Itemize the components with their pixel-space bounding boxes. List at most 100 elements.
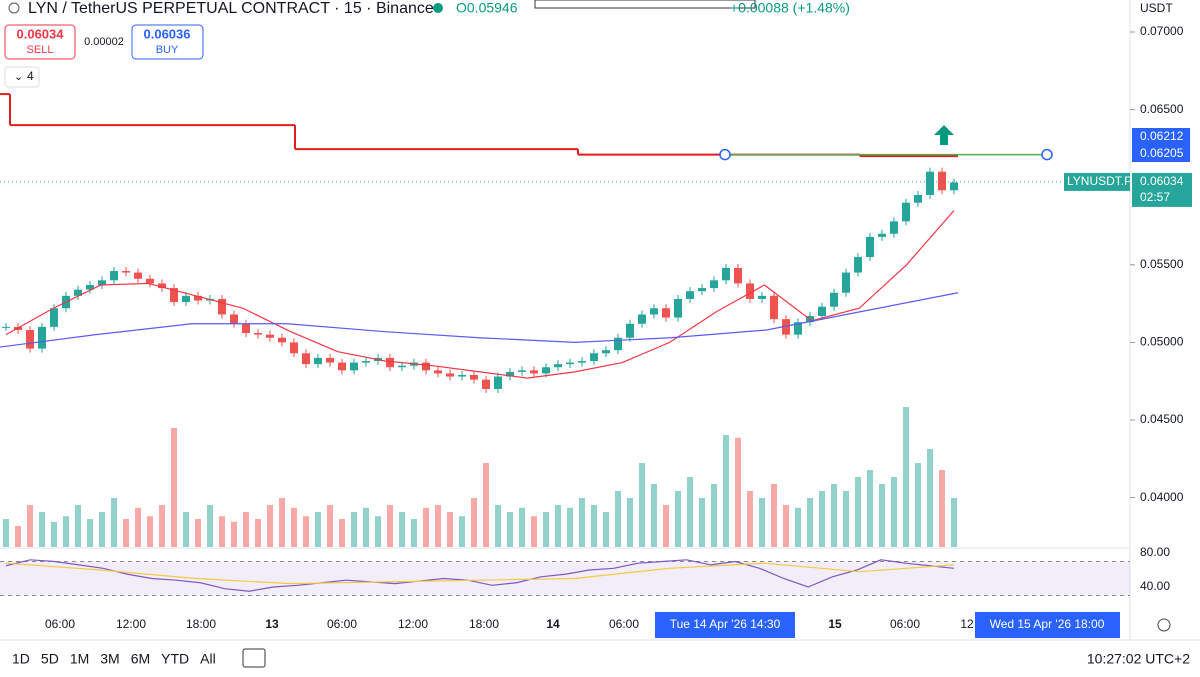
volume-bar xyxy=(867,470,873,547)
candle xyxy=(446,373,454,377)
volume-bar xyxy=(327,505,333,547)
range-button[interactable]: 6M xyxy=(131,651,150,667)
settings-icon[interactable] xyxy=(1157,618,1171,632)
candle xyxy=(950,182,958,191)
candle xyxy=(50,308,58,327)
candle xyxy=(518,370,526,372)
volume-bar xyxy=(747,491,753,547)
volume-bar xyxy=(387,505,393,547)
sell-price: 0.06034 xyxy=(17,26,65,41)
cursor-a: Tue 14 Apr '26 14:30 xyxy=(670,617,781,631)
candle xyxy=(650,308,658,315)
volume-bar xyxy=(543,512,549,547)
date-range-icon[interactable] xyxy=(242,648,266,668)
candle xyxy=(590,353,598,362)
candle xyxy=(746,283,754,299)
volume-bar xyxy=(879,484,885,547)
currency[interactable]: USDT xyxy=(1140,1,1173,15)
volume-bar xyxy=(639,463,645,547)
candle xyxy=(158,283,166,289)
volume-bar xyxy=(3,519,9,547)
candle xyxy=(878,233,886,237)
volume-bar xyxy=(495,505,501,547)
range-button[interactable]: YTD xyxy=(161,651,189,667)
indicator-toggle[interactable] xyxy=(4,66,40,88)
rsi-ma xyxy=(5,562,955,585)
volume-bar xyxy=(603,512,609,547)
candle xyxy=(674,298,682,318)
range-button[interactable]: 1D xyxy=(12,651,30,667)
candle xyxy=(602,350,610,354)
volume-bar xyxy=(771,484,777,547)
candle xyxy=(722,267,730,281)
volume-bar xyxy=(27,505,33,547)
candle xyxy=(362,361,370,363)
candle xyxy=(734,267,742,284)
symbol-title: LYN / TetherUS PERPETUAL CONTRACT · 15 ·… xyxy=(28,0,434,17)
volume-bar xyxy=(87,519,93,547)
range-button[interactable]: 5D xyxy=(41,651,59,667)
time-label: 06:00 xyxy=(890,617,920,631)
candle xyxy=(350,362,358,371)
candle xyxy=(230,314,238,324)
volume-bar xyxy=(663,505,669,547)
candle xyxy=(290,342,298,354)
candle xyxy=(74,289,82,296)
buy-button[interactable] xyxy=(131,24,204,60)
volume-bar xyxy=(651,484,657,547)
indicator-count: 4 xyxy=(27,69,34,83)
candle xyxy=(266,334,274,338)
candle xyxy=(434,370,442,374)
volume-bar xyxy=(783,505,789,547)
range-button[interactable]: All xyxy=(200,651,216,667)
volume-bar xyxy=(819,491,825,547)
volume-bar xyxy=(339,519,345,547)
time-label: 12 xyxy=(960,617,974,631)
candle xyxy=(458,374,466,377)
candle xyxy=(530,370,538,374)
trend-handle xyxy=(1041,148,1053,161)
time-label: 18:00 xyxy=(469,617,499,631)
countdown: 02:57 xyxy=(1140,190,1170,204)
volume-bar xyxy=(399,512,405,547)
time-label: 12:00 xyxy=(116,617,146,631)
volume-bar xyxy=(315,512,321,547)
candle xyxy=(686,291,694,299)
candle xyxy=(902,202,910,222)
price-label: 0.06205 xyxy=(1140,146,1184,160)
candle xyxy=(914,194,922,203)
candle xyxy=(662,308,670,318)
ohlc-change: +0.00088 (+1.48%) xyxy=(730,0,850,16)
candle xyxy=(170,288,178,303)
candle xyxy=(98,280,106,285)
volume-bar xyxy=(627,498,633,547)
range-button[interactable]: 3M xyxy=(100,651,119,667)
plot xyxy=(0,93,1130,596)
volume-bar xyxy=(291,507,297,547)
volume-bar xyxy=(75,505,81,547)
candle xyxy=(782,319,790,335)
candle xyxy=(182,295,190,303)
candle xyxy=(482,379,490,389)
volume-bar xyxy=(267,505,273,547)
symbol-tag-bg xyxy=(1064,172,1130,191)
price-label-bg xyxy=(1132,145,1190,162)
y-tick-label: 0.05500 xyxy=(1140,257,1184,271)
cursor-b: Wed 15 Apr '26 18:00 xyxy=(990,617,1105,631)
rsi-tick: 40.00 xyxy=(1140,579,1170,593)
rsi-tick: 80.00 xyxy=(1140,545,1170,559)
volume-bar xyxy=(183,512,189,547)
range-button[interactable]: 1M xyxy=(70,651,89,667)
spread: 0.00002 xyxy=(84,36,124,48)
status-dot xyxy=(433,3,443,13)
last-label-bg xyxy=(1132,172,1192,207)
volume-bar xyxy=(279,498,285,547)
candle xyxy=(494,376,502,389)
candle xyxy=(110,271,118,281)
candle xyxy=(470,374,478,380)
volume-bar xyxy=(459,516,465,547)
time-label: 18:00 xyxy=(186,617,216,631)
sell-button[interactable] xyxy=(4,24,76,60)
candle xyxy=(194,295,202,301)
